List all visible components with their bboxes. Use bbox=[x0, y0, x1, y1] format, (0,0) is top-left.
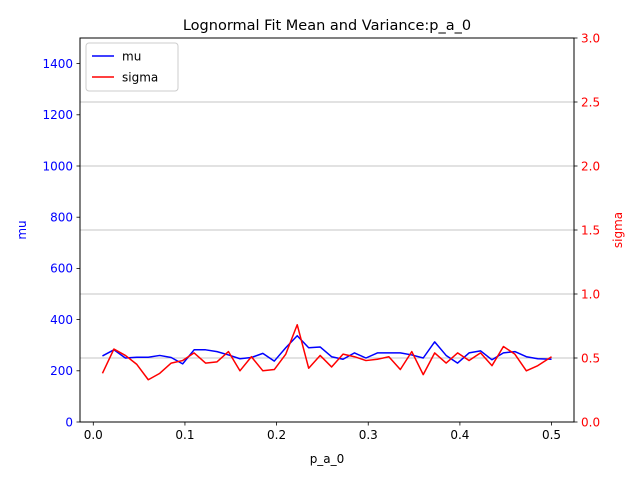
y-right-tick-label: 1.5 bbox=[581, 223, 600, 237]
y-left-tick-label: 0 bbox=[65, 415, 73, 429]
y-left-tick-label: 600 bbox=[50, 262, 73, 276]
series-line-mu bbox=[102, 334, 552, 365]
y-left-tick-label: 200 bbox=[50, 364, 73, 378]
y-left-tick-label: 400 bbox=[50, 313, 73, 327]
x-tick-label: 0.0 bbox=[84, 428, 103, 442]
legend-label-sigma: sigma bbox=[122, 71, 158, 85]
y-right-tick-label: 3.0 bbox=[581, 31, 600, 45]
y-left-tick-label: 1000 bbox=[42, 159, 73, 173]
y-axis-left: 0 200 400 600 800 1000 1200 1400 bbox=[42, 57, 80, 429]
y-right-tick-label: 1.0 bbox=[581, 287, 600, 301]
y-right-tick-label: 2.0 bbox=[581, 159, 600, 173]
grid-lines bbox=[80, 101, 574, 359]
chart-title: Lognormal Fit Mean and Variance:p_a_0 bbox=[183, 18, 471, 34]
x-tick-label: 0.2 bbox=[267, 428, 286, 442]
y-right-tick-label: 2.5 bbox=[581, 95, 600, 109]
y-axis-right: 0.0 0.5 1.0 1.5 2.0 2.5 3.0 bbox=[574, 31, 600, 429]
series-line-sigma bbox=[101, 323, 552, 381]
y-left-tick-label: 1200 bbox=[42, 108, 73, 122]
x-tick-label: 0.1 bbox=[175, 428, 194, 442]
x-axis: 0.0 0.1 0.2 0.3 0.4 0.5 bbox=[84, 422, 561, 442]
x-tick-label: 0.3 bbox=[359, 428, 378, 442]
y-axis-label-left: mu bbox=[15, 220, 29, 239]
y-left-tick-label: 800 bbox=[50, 211, 73, 225]
x-axis-label: p_a_0 bbox=[310, 452, 345, 466]
legend-box bbox=[85, 42, 179, 92]
x-tick-label: 0.5 bbox=[542, 428, 561, 442]
y-right-tick-label: 0.0 bbox=[581, 415, 600, 429]
y-left-tick-label: 1400 bbox=[42, 57, 73, 71]
plot-lines bbox=[101, 323, 552, 381]
x-tick-label: 0.4 bbox=[450, 428, 469, 442]
y-axis-label-right: sigma bbox=[611, 212, 625, 248]
legend: mu sigma bbox=[85, 42, 179, 92]
legend-label-mu: mu bbox=[122, 50, 141, 64]
y-right-tick-label: 0.5 bbox=[581, 351, 600, 365]
